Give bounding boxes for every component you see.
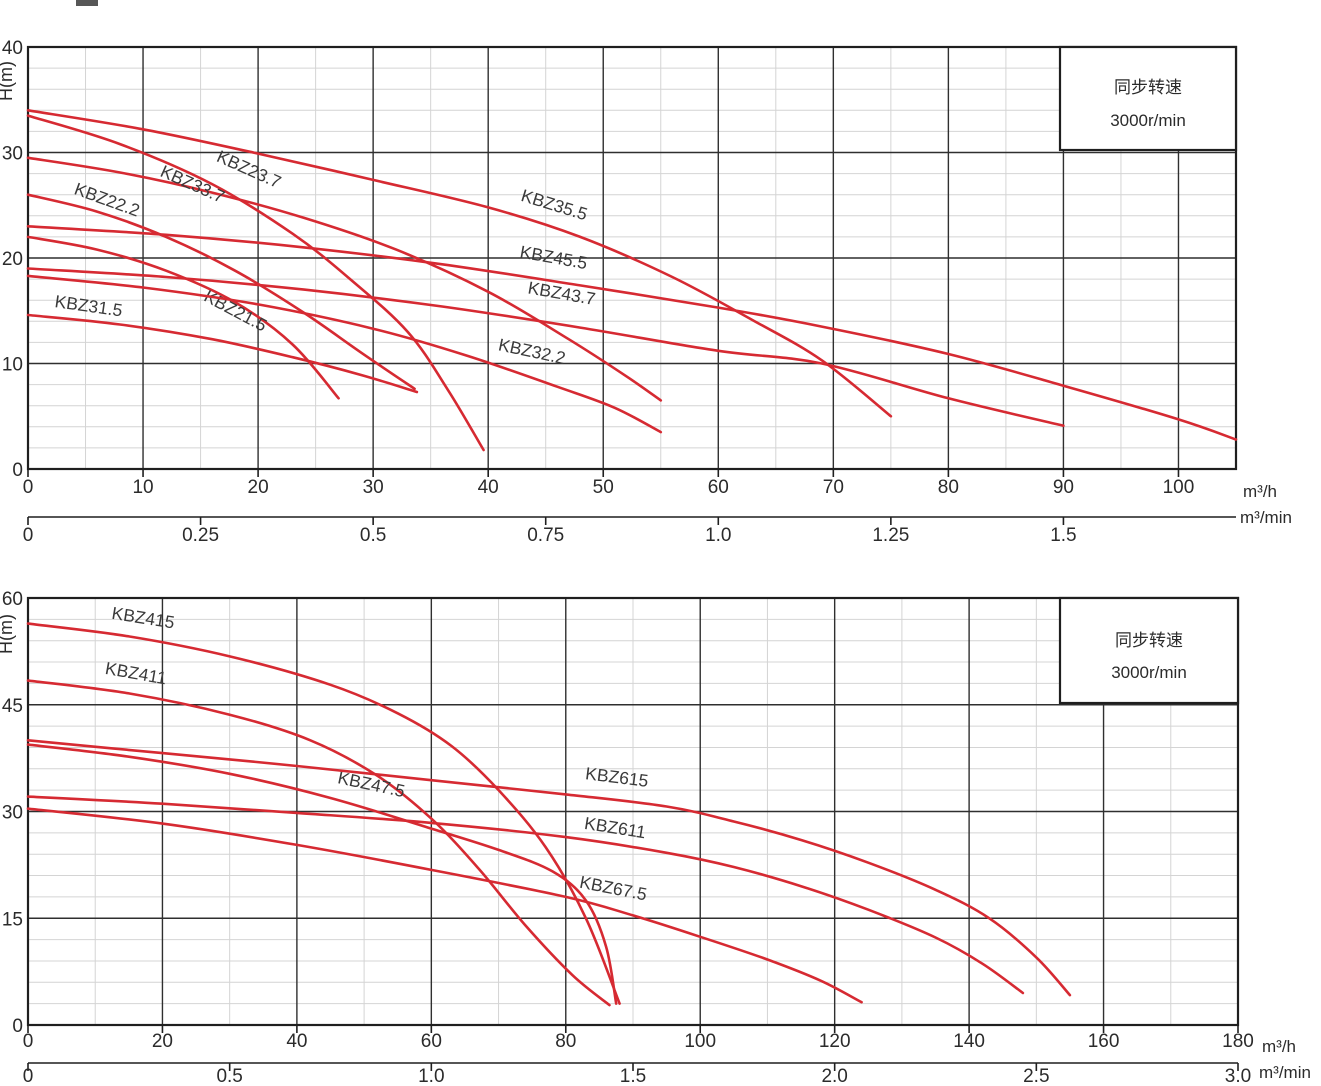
curve-KBZ33.7 xyxy=(26,156,663,402)
curve-label-KBZ67.5: KBZ67.5 xyxy=(578,872,649,905)
y-axis-tick-label: 0 xyxy=(12,1016,23,1037)
curve-label-KBZ31.5: KBZ31.5 xyxy=(54,291,124,320)
y-axis-tick-label: 45 xyxy=(2,696,23,717)
secondary-axis-tick-label: 0.25 xyxy=(182,525,219,546)
y-axis-tick-label: 15 xyxy=(2,909,23,930)
curve-KBZ67.5 xyxy=(26,807,863,1004)
x-axis-unit-label: m³/h xyxy=(1243,482,1277,501)
legend-box xyxy=(1058,45,1238,152)
curve-KBZ21.5 xyxy=(26,235,340,400)
x-axis-tick-label: 70 xyxy=(823,477,844,498)
secondary-axis-tick-label: 1.0 xyxy=(705,525,731,546)
y-axis-tick-label: 30 xyxy=(2,144,23,165)
y-axis-title: H(m) xyxy=(0,61,16,101)
legend-rpm-text: 3000r/min xyxy=(1110,111,1186,130)
x-axis-tick-label: 10 xyxy=(132,477,153,498)
secondary-axis-tick-label: 0 xyxy=(23,525,34,546)
secondary-axis-tick-label: 0.75 xyxy=(527,525,564,546)
y-axis-tick-label: 20 xyxy=(2,249,23,270)
secondary-axis-unit-label: m³/min xyxy=(1259,1063,1311,1082)
y-axis-tick-label: 10 xyxy=(2,355,23,376)
curve-KBZ45.5 xyxy=(26,225,1238,441)
curve-KBZ47.5 xyxy=(26,743,618,1005)
x-axis-tick-label: 80 xyxy=(555,1031,576,1052)
legend-sync-speed-text: 同步转速 xyxy=(1115,631,1183,650)
x-axis-tick-label: 40 xyxy=(478,477,499,498)
curve-label-KBZ611: KBZ611 xyxy=(583,813,647,842)
secondary-axis-tick-label: 2.5 xyxy=(1023,1066,1049,1086)
x-axis-tick-label: 100 xyxy=(1163,477,1195,498)
curve-label-KBZ415: KBZ415 xyxy=(110,603,176,633)
secondary-axis-tick-label: 1.25 xyxy=(872,525,909,546)
curve-KBZ31.5 xyxy=(26,313,419,394)
plot-frame xyxy=(26,596,1240,1027)
x-axis-tick-label: 20 xyxy=(152,1031,173,1052)
x-axis-tick-label: 90 xyxy=(1053,477,1074,498)
secondary-axis-tick-label: 0 xyxy=(23,1066,34,1086)
secondary-axis-tick-label: 0.5 xyxy=(360,525,386,546)
secondary-axis-unit-label: m³/min xyxy=(1240,508,1292,527)
secondary-axis-tick-label: 2.0 xyxy=(821,1066,847,1086)
scan-artifact xyxy=(76,0,98,6)
x-axis-tick-label: 100 xyxy=(684,1031,716,1052)
secondary-axis-tick-label: 1.0 xyxy=(418,1066,444,1086)
curve-KBZ23.7 xyxy=(26,114,485,452)
x-axis-tick-label: 160 xyxy=(1088,1031,1120,1052)
curve-label-KBZ21.5: KBZ21.5 xyxy=(201,286,271,336)
x-axis-tick-label: 0 xyxy=(23,1031,34,1052)
curve-label-KBZ615: KBZ615 xyxy=(584,763,649,791)
y-axis-tick-label: 0 xyxy=(12,460,23,481)
secondary-axis-tick-label: 0.5 xyxy=(216,1066,242,1086)
x-axis-tick-label: 0 xyxy=(23,477,34,498)
curve-KBZ43.7 xyxy=(26,267,1065,427)
x-axis-tick-label: 60 xyxy=(421,1031,442,1052)
y-axis-tick-label: 30 xyxy=(2,803,23,824)
secondary-axis-tick-label: 1.5 xyxy=(1050,525,1076,546)
x-axis-tick-label: 50 xyxy=(593,477,614,498)
x-axis-tick-label: 40 xyxy=(286,1031,307,1052)
curve-label-KBZ33.7: KBZ33.7 xyxy=(157,161,227,207)
legend-box xyxy=(1058,596,1240,705)
curve-label-KBZ45.5: KBZ45.5 xyxy=(518,242,589,274)
x-axis-unit-label: m³/h xyxy=(1262,1037,1296,1056)
curve-KBZ615 xyxy=(26,739,1072,997)
legend-sync-speed-text: 同步转速 xyxy=(1114,78,1182,97)
curve-KBZ22.2 xyxy=(26,193,416,391)
secondary-axis-tick-label: 1.5 xyxy=(620,1066,646,1086)
curve-KBZ35.5 xyxy=(26,109,893,418)
x-axis-tick-label: 120 xyxy=(819,1031,851,1052)
x-axis-tick-label: 140 xyxy=(953,1031,985,1052)
curve-KBZ411 xyxy=(26,679,611,1007)
y-axis-title: H(m) xyxy=(0,614,16,654)
x-axis-tick-label: 30 xyxy=(363,477,384,498)
x-axis-tick-label: 180 xyxy=(1222,1031,1254,1052)
curve-KBZ611 xyxy=(26,795,1025,995)
y-axis-tick-label: 60 xyxy=(2,589,23,610)
y-axis-tick-label: 40 xyxy=(2,38,23,59)
secondary-axis-tick-label: 3.0 xyxy=(1225,1066,1251,1086)
plot-frame xyxy=(26,45,1238,471)
curve-KBZ32.2 xyxy=(26,274,663,434)
x-axis-tick-label: 60 xyxy=(708,477,729,498)
legend-rpm-text: 3000r/min xyxy=(1111,663,1187,682)
x-axis-tick-label: 20 xyxy=(248,477,269,498)
x-axis-tick-label: 80 xyxy=(938,477,959,498)
